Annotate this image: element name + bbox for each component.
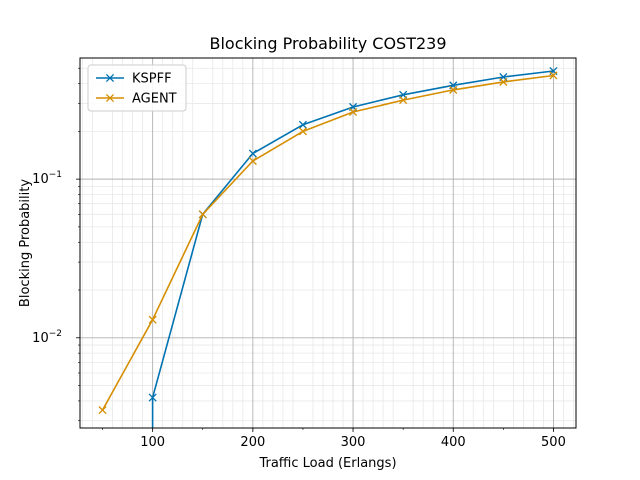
data-point-agent (549, 71, 558, 80)
x-tick-label: 200 (240, 435, 265, 450)
data-point-agent (298, 127, 308, 136)
major-grid (80, 58, 576, 428)
data-point-agent (198, 210, 207, 219)
x-tick-label: 300 (341, 435, 366, 450)
plot-frame (79, 57, 577, 429)
x-tick-label: 100 (140, 435, 165, 450)
data-point-agent (449, 85, 458, 94)
legend: KSPFF AGENT (87, 64, 187, 112)
x-tick-label: 500 (541, 435, 566, 450)
data-point-kspff (248, 149, 257, 158)
y-axis-label: Blocking Probability (18, 179, 33, 307)
x-tick-label: 400 (441, 435, 466, 450)
data-point-agent (248, 156, 257, 166)
legend-box (87, 64, 187, 112)
legend-label-kspff: KSPFF (132, 72, 172, 87)
data-point-agent (499, 77, 508, 86)
data-point-kspff (148, 393, 157, 402)
legend-label-agent: AGENT (132, 92, 177, 107)
series-line-agent (101, 74, 554, 411)
series-line-kspff (151, 70, 554, 428)
data-point-agent (348, 107, 358, 117)
data-point-agent (399, 96, 408, 105)
x-axis-label: Traffic Load (Erlangs) (258, 456, 396, 471)
series-layer (98, 66, 558, 428)
data-point-kspff (298, 120, 308, 129)
chart-title: Blocking Probability COST239 (210, 34, 447, 53)
data-point-agent (98, 406, 107, 415)
data-point-agent (148, 315, 157, 324)
legend-marker-agent (105, 93, 115, 103)
x-axis: 100 200 300 400 500 (102, 428, 566, 450)
legend-marker-kspff (105, 73, 115, 83)
